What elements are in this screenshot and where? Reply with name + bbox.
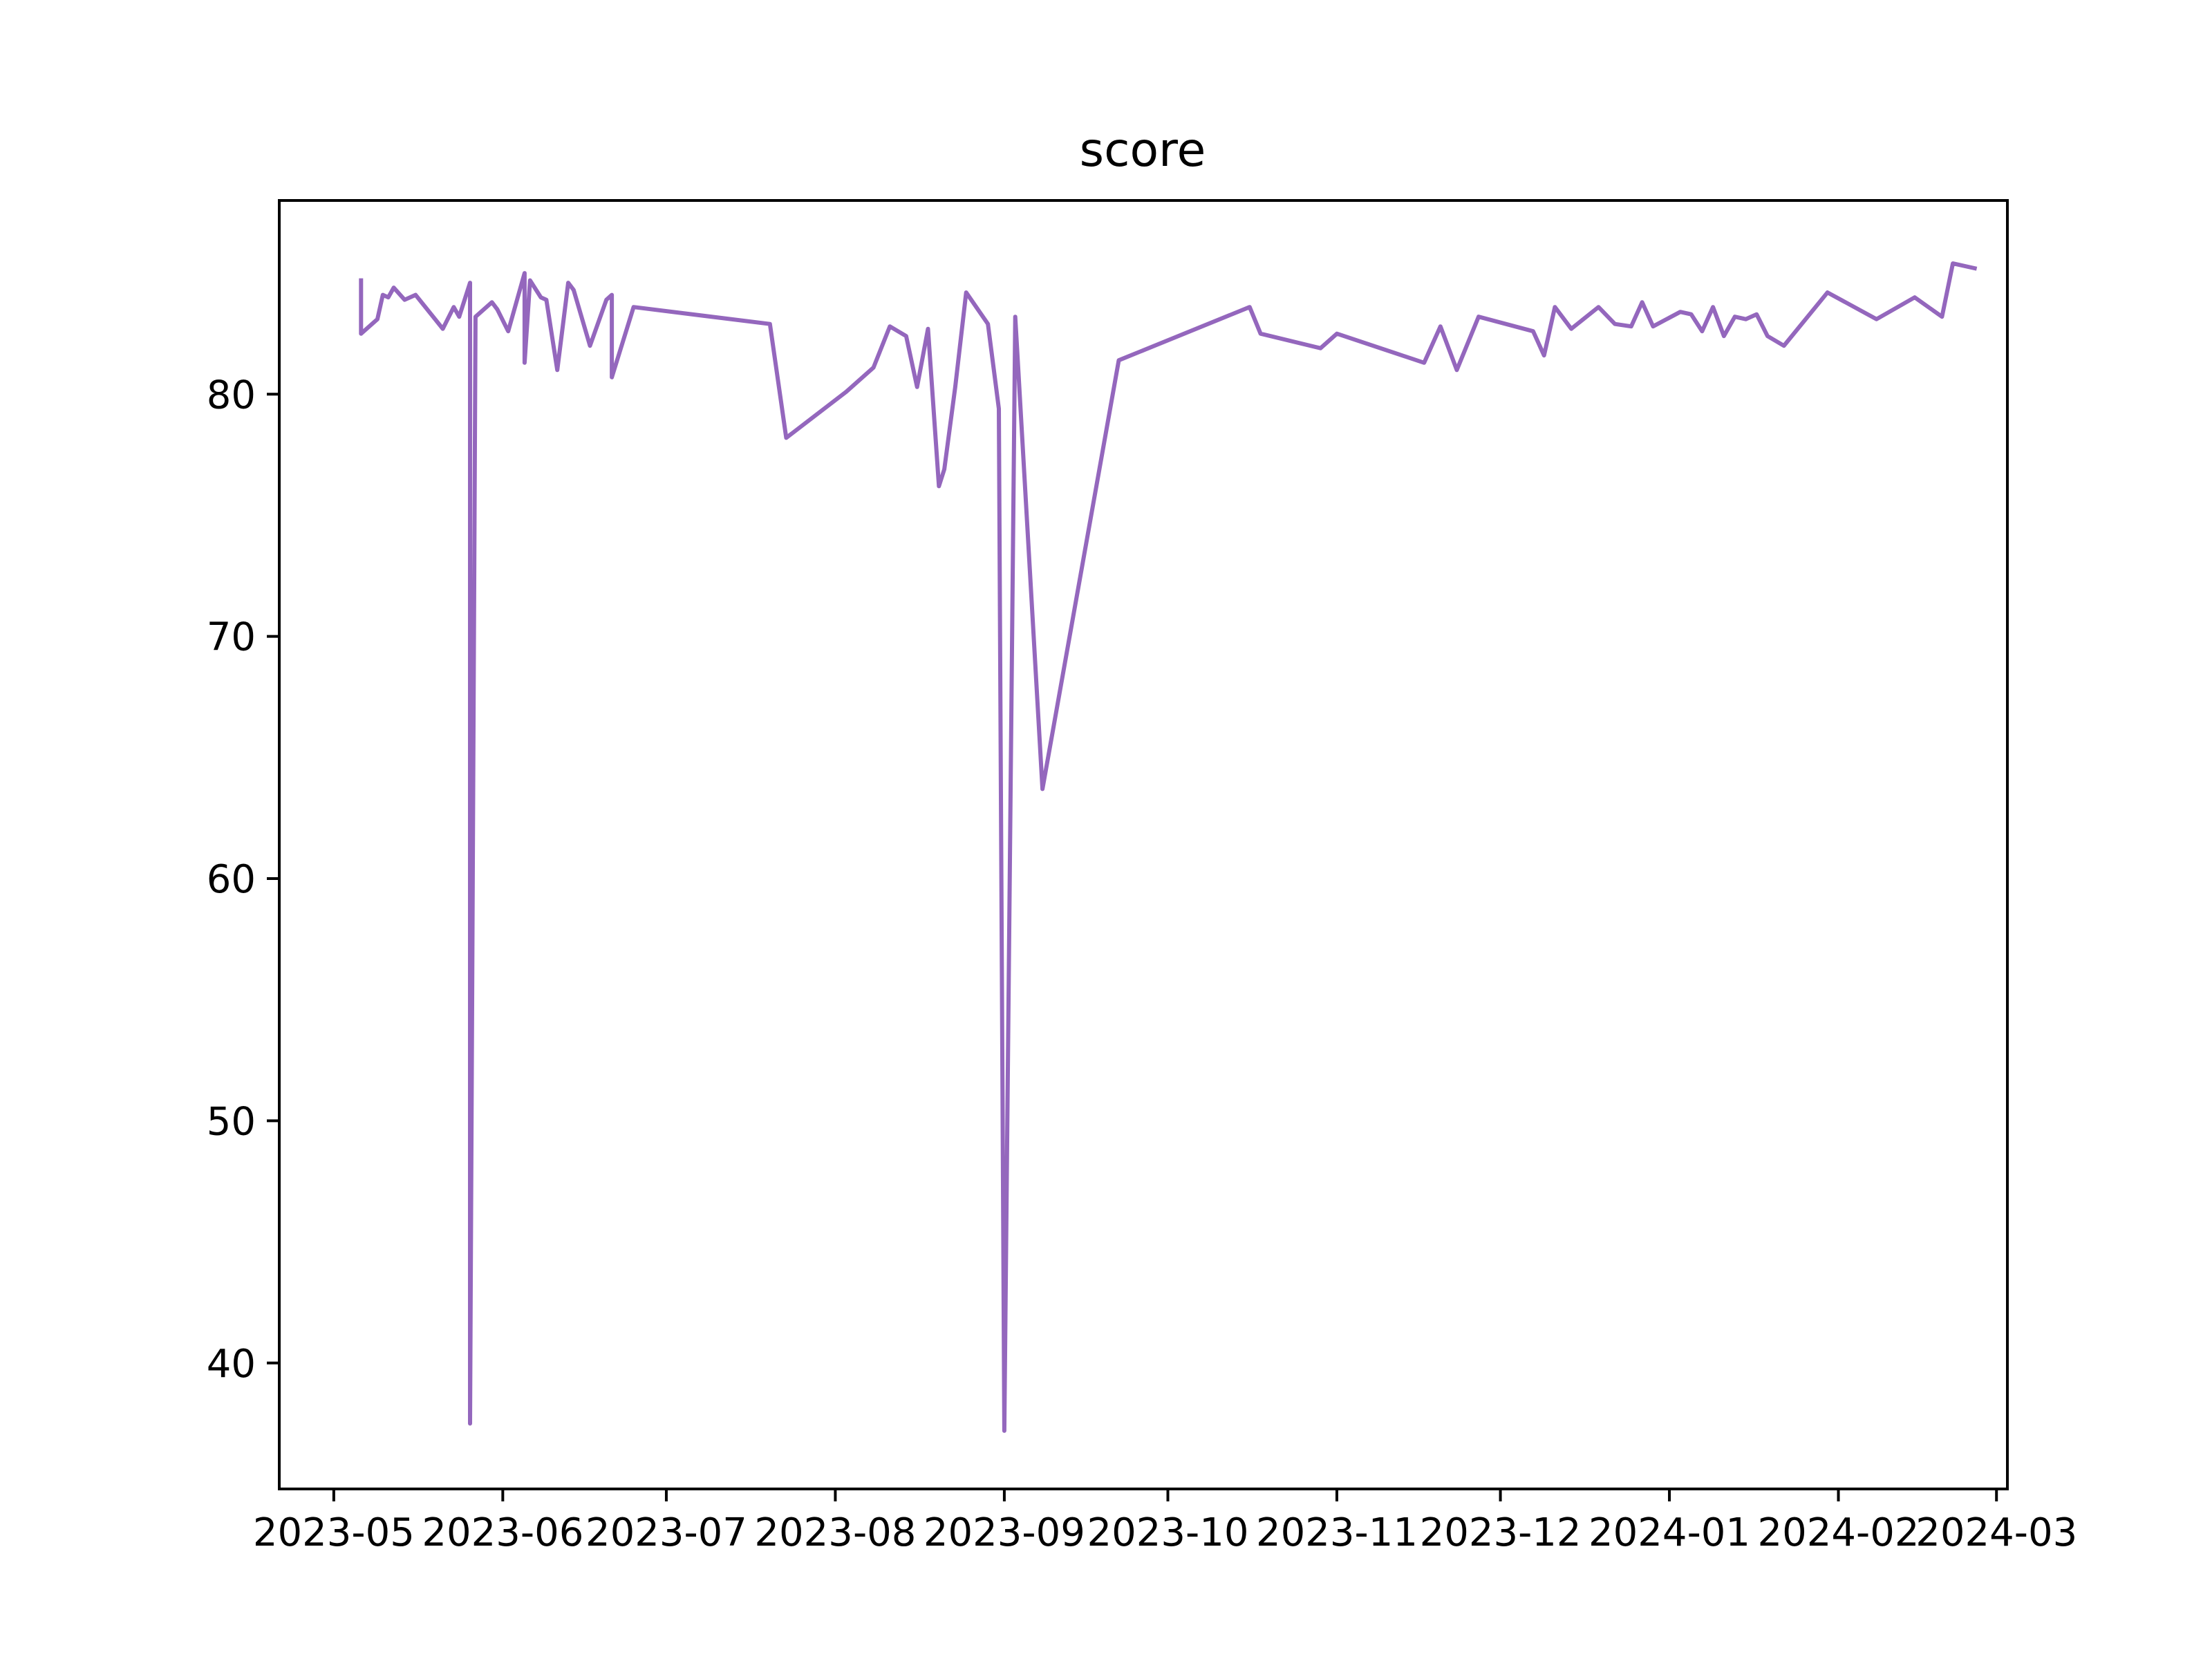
- y-tick-label: 40: [207, 1342, 256, 1387]
- x-tick-label: 2023-08: [754, 1510, 916, 1555]
- x-tick-label: 2024-03: [1915, 1510, 2077, 1555]
- y-tick-label: 70: [207, 615, 256, 660]
- x-tick-label: 2024-01: [1588, 1510, 1750, 1555]
- plot-area-frame: [278, 199, 2009, 1490]
- score-series-line: [359, 261, 1978, 1433]
- x-tick-label: 2023-05: [253, 1510, 415, 1555]
- x-tick-label: 2023-07: [585, 1510, 747, 1555]
- x-tick-label: 2023-10: [1087, 1510, 1248, 1555]
- x-tick-label: 2023-12: [1420, 1510, 1582, 1555]
- y-tick-label: 50: [207, 1099, 256, 1144]
- y-tick-label: 60: [207, 857, 256, 902]
- x-tick-label: 2024-02: [1758, 1510, 1920, 1555]
- y-tick-label: 80: [207, 373, 256, 418]
- y-axis: 40 50 60 70 80: [207, 373, 279, 1387]
- x-tick-label: 2023-11: [1256, 1510, 1418, 1555]
- x-axis: 2023-05 2023-06 2023-07 2023-08 2023-09 2023-…: [253, 1489, 2077, 1555]
- plot-series: [359, 261, 1978, 1433]
- x-tick-label: 2023-06: [422, 1510, 583, 1555]
- x-tick-label: 2023-09: [924, 1510, 1085, 1555]
- chart-title: score: [1080, 123, 1206, 178]
